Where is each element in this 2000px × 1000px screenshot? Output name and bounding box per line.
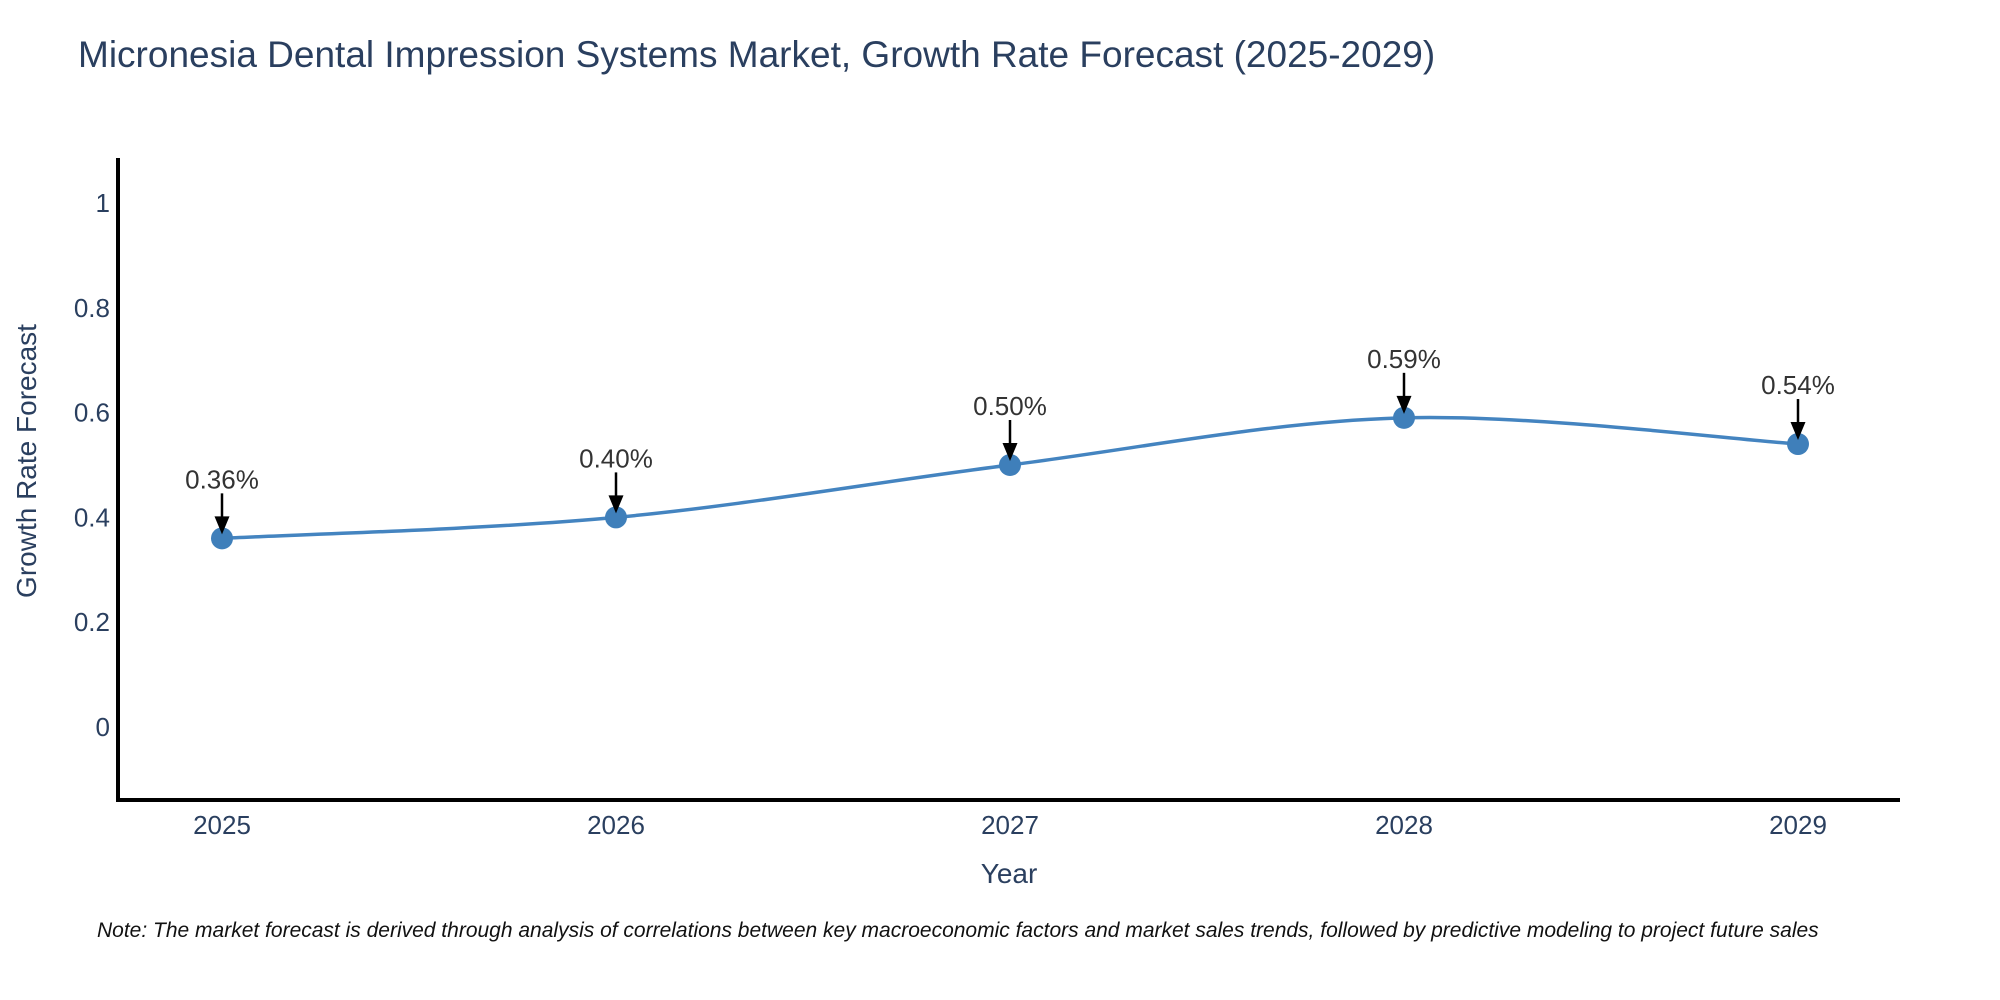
x-tick-label: 2029 (1769, 810, 1827, 840)
annotation-arrow-head (1790, 422, 1806, 441)
y-tick-label: 0.6 (74, 398, 110, 428)
y-axis-title: Growth Rate Forecast (11, 324, 42, 598)
y-tick-label: 0.2 (74, 607, 110, 637)
data-point-marker (1393, 406, 1415, 429)
annotation-label: 0.36% (185, 464, 259, 494)
y-tick-label: 1 (96, 188, 110, 218)
annotation-label: 0.54% (1761, 370, 1835, 400)
y-tick-label: 0 (96, 712, 110, 742)
annotation-label: 0.50% (973, 391, 1047, 421)
annotation-arrow-head (608, 495, 624, 514)
x-tick-label: 2027 (981, 810, 1039, 840)
annotation-label: 0.59% (1367, 344, 1441, 374)
x-tick-label: 2025 (193, 810, 251, 840)
footnote: Note: The market forecast is derived thr… (97, 919, 1819, 942)
chart-title: Micronesia Dental Impression Systems Mar… (78, 34, 1436, 75)
x-tick-label: 2028 (1375, 810, 1433, 840)
data-point-marker (1787, 433, 1809, 456)
y-tick-label: 0.4 (74, 502, 110, 532)
data-point-marker (999, 454, 1021, 476)
annotation-label: 0.40% (579, 443, 653, 473)
x-tick-label: 2026 (587, 810, 645, 840)
data-point-marker (605, 506, 627, 529)
annotation-arrow-head (1002, 443, 1018, 461)
annotation-arrow-head (214, 516, 230, 535)
y-tick-label: 0.8 (74, 293, 110, 323)
annotation-arrow-head (1396, 395, 1412, 414)
data-point-marker (211, 527, 233, 550)
x-axis-title: Year (980, 858, 1038, 889)
